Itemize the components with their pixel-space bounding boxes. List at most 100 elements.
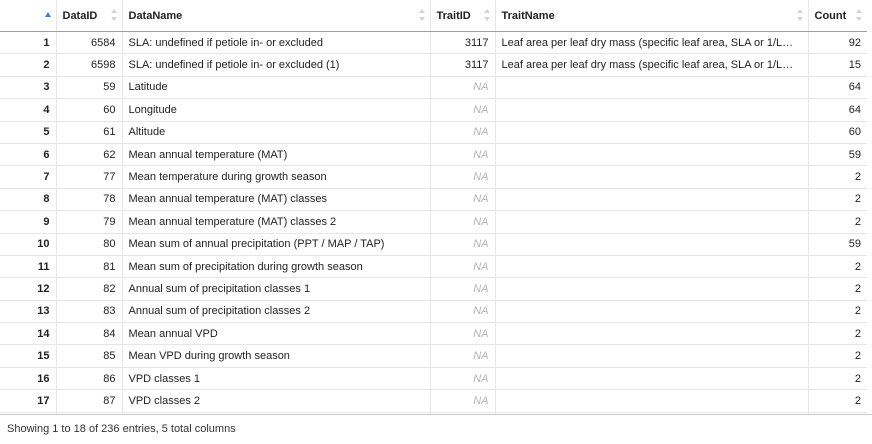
dataid-cell: 79 (56, 210, 123, 234)
traitname-cell: Leaf area per leaf dry mass (specific le… (495, 31, 809, 55)
header-index[interactable] (0, 0, 57, 32)
header-count[interactable]: Count (808, 0, 867, 32)
dataid-cell: 83 (56, 300, 123, 324)
traitname-cell (495, 255, 809, 279)
table-row[interactable]: 12 82 Annual sum of precipitation classes … (0, 277, 867, 301)
header-label: TraitName (501, 9, 555, 22)
table-row[interactable]: 8 78 Mean annual temperature (MAT) classes… (0, 188, 867, 212)
traitid-cell: NA (430, 143, 496, 167)
traitname-cell (495, 210, 809, 234)
traitid-cell: NA (430, 210, 496, 234)
dataid-cell: 84 (56, 322, 123, 346)
table-row[interactable]: 1 6584 SLA: undefined if petiole in- or ex… (0, 31, 867, 55)
dataname-cell: Altitude (122, 121, 431, 144)
count-cell: 59 (808, 233, 867, 256)
row-index-cell: 10 (0, 233, 57, 256)
row-index-cell: 2 (0, 53, 57, 77)
table-row[interactable]: 5 61 Altitude NA 60 (0, 121, 867, 144)
table-row[interactable]: 11 81 Mean sum of precipitation during gro… (0, 255, 867, 279)
count-cell: 2 (808, 165, 867, 189)
dataid-cell: 81 (56, 255, 123, 279)
dataid-cell: 77 (56, 165, 123, 189)
table-row[interactable]: 14 84 Mean annual VPD NA 2 (0, 322, 867, 346)
dataname-cell: Mean sum of precipitation during growth … (122, 255, 431, 279)
header-dataname[interactable]: DataName (122, 0, 431, 32)
dataid-cell: 85 (56, 344, 123, 368)
table-row[interactable]: 13 83 Annual sum of precipitation classes … (0, 300, 867, 324)
row-index-cell: 7 (0, 165, 57, 189)
dataname-cell: Longitude (122, 98, 431, 122)
traitid-cell: NA (430, 233, 496, 256)
dataid-cell: 80 (56, 233, 123, 256)
traitid-cell: 3117 (430, 31, 496, 55)
sort-arrows-icon (856, 9, 862, 21)
table-row[interactable]: 6 62 Mean annual temperature (MAT) NA 59 (0, 143, 867, 167)
dataname-cell: Annual sum of precipitation classes 1 (122, 277, 431, 301)
dataid-cell: 86 (56, 367, 123, 391)
count-cell: 2 (808, 277, 867, 301)
traitid-cell: NA (430, 76, 496, 100)
dataname-cell: Mean temperature during growth season (122, 165, 431, 189)
data-table-container[interactable]: DataID DataName TraitID TraitName Count (0, 0, 872, 414)
traitname-cell (495, 121, 809, 144)
row-index-cell: 4 (0, 98, 57, 122)
sort-arrows-icon (796, 9, 803, 21)
count-cell: 2 (808, 300, 867, 324)
dataname-cell: Mean annual temperature (MAT) (122, 143, 431, 167)
table-info: Showing 1 to 18 of 236 entries, 5 total … (0, 414, 872, 443)
row-index-cell: 3 (0, 76, 57, 100)
table-info-text: Showing 1 to 18 of 236 entries, 5 total … (7, 423, 236, 435)
dataname-cell: VPD classes 1 (122, 367, 431, 391)
table-row[interactable] (0, 412, 867, 414)
header-traitid[interactable]: TraitID (430, 0, 496, 32)
table-row[interactable]: 16 86 VPD classes 1 NA 2 (0, 367, 867, 391)
traitid-cell: 3117 (430, 53, 496, 77)
traitname-cell (495, 389, 809, 413)
traitid-cell: NA (430, 188, 496, 212)
dataname-cell: SLA: undefined if petiole in- or exclude… (122, 31, 431, 55)
dataname-cell: Mean annual temperature (MAT) classes 2 (122, 210, 431, 234)
table-row[interactable]: 2 6598 SLA: undefined if petiole in- or ex… (0, 53, 867, 77)
header-label: DataName (128, 9, 183, 22)
count-cell: 59 (808, 143, 867, 167)
header-traitname[interactable]: TraitName (495, 0, 809, 32)
table-row[interactable]: 9 79 Mean annual temperature (MAT) classes… (0, 210, 867, 234)
traitid-cell: NA (430, 344, 496, 368)
table-row[interactable]: 15 85 Mean VPD during growth season NA 2 (0, 344, 867, 368)
dataname-cell: VPD classes 2 (122, 389, 431, 413)
sort-arrows-icon (418, 9, 425, 21)
row-index-cell (0, 412, 57, 414)
header-dataid[interactable]: DataID (56, 0, 123, 32)
traitname-cell (495, 165, 809, 189)
count-cell: 64 (808, 98, 867, 122)
table-row[interactable]: 4 60 Longitude NA 64 (0, 98, 867, 122)
traitname-cell (495, 76, 809, 100)
count-cell: 2 (808, 210, 867, 234)
header-label: TraitID (436, 9, 471, 22)
traitid-cell: NA (430, 121, 496, 144)
count-cell: 2 (808, 367, 867, 391)
traitid-cell: NA (430, 367, 496, 391)
row-index-cell: 13 (0, 300, 57, 324)
traitname-cell (495, 277, 809, 301)
count-cell: 60 (808, 121, 867, 144)
header-label: DataID (62, 9, 98, 22)
count-cell: 2 (808, 322, 867, 346)
traitname-cell (495, 188, 809, 212)
dataname-cell: Latitude (122, 76, 431, 100)
row-index-cell: 1 (0, 31, 57, 55)
row-index-cell: 14 (0, 322, 57, 346)
header-label: Count (814, 9, 847, 22)
row-index-cell: 17 (0, 389, 57, 413)
traitname-cell: Leaf area per leaf dry mass (specific le… (495, 53, 809, 77)
table-row[interactable]: 10 80 Mean sum of annual precipitation (PP… (0, 233, 867, 256)
table-body: 1 6584 SLA: undefined if petiole in- or ex… (0, 31, 867, 414)
dataname-cell: Mean annual VPD (122, 322, 431, 346)
traitname-cell (495, 98, 809, 122)
traitid-cell: NA (430, 98, 496, 122)
row-index-cell: 8 (0, 188, 57, 212)
table-row[interactable]: 17 87 VPD classes 2 NA 2 (0, 389, 867, 413)
table-row[interactable]: 7 77 Mean temperature during growth season… (0, 165, 867, 189)
table-row[interactable]: 3 59 Latitude NA 64 (0, 76, 867, 100)
traitid-cell: NA (430, 277, 496, 301)
